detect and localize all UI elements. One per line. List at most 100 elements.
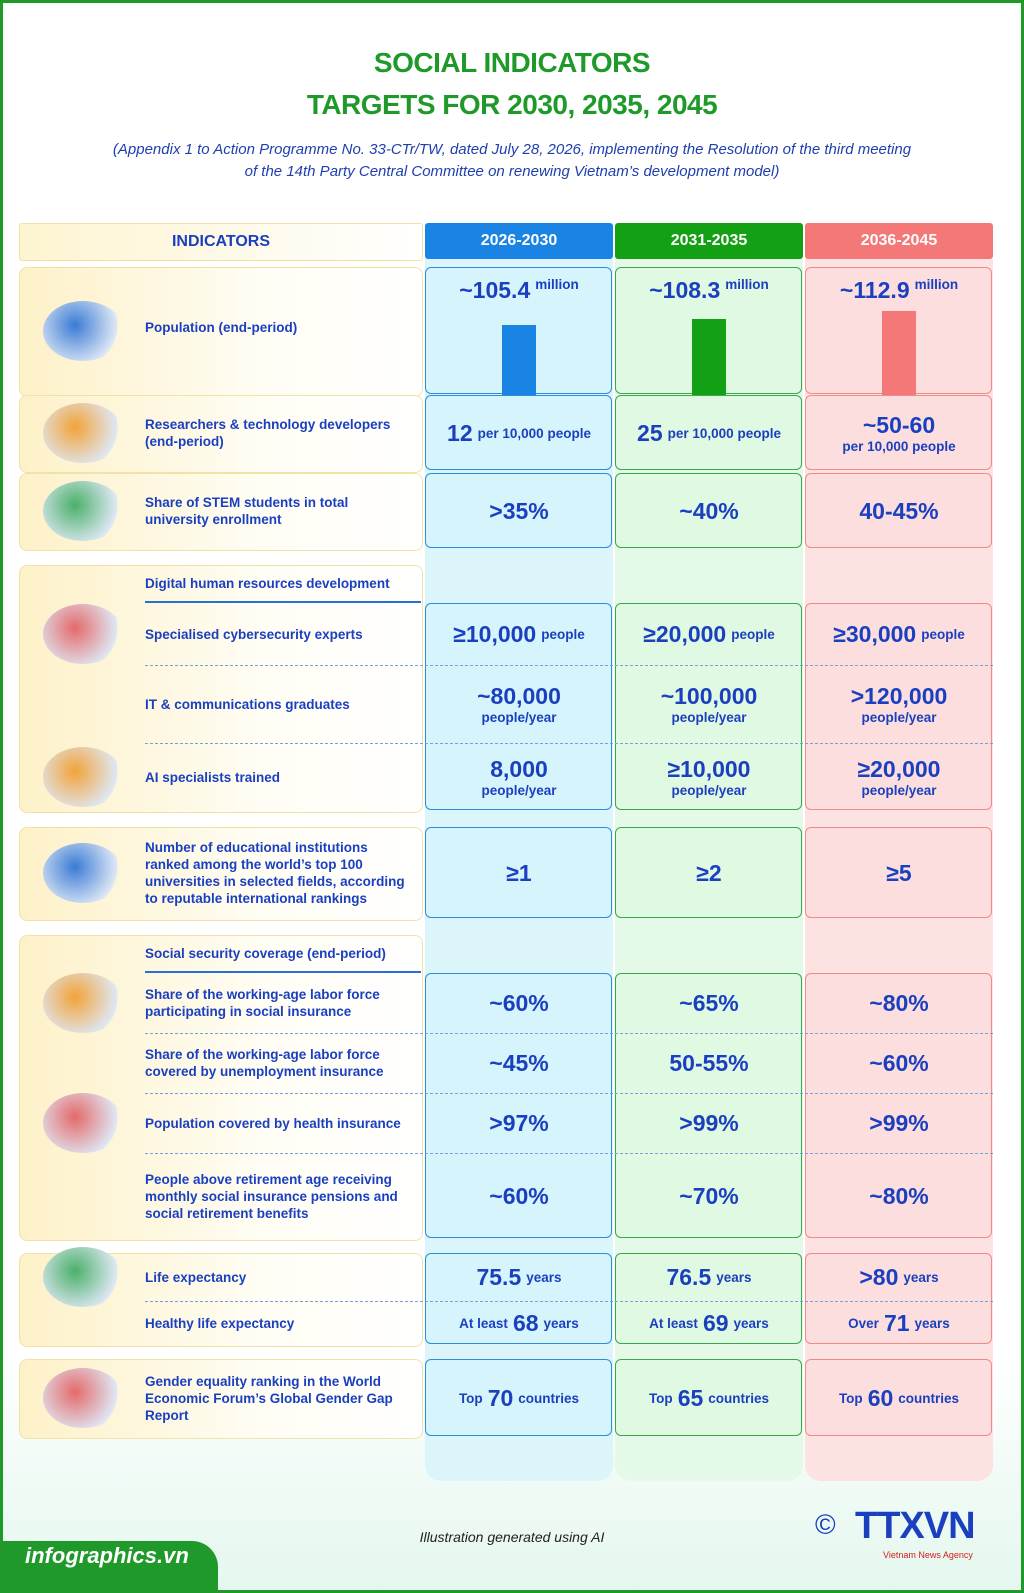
value-unit: years [543,1315,579,1331]
illustration [43,403,123,463]
value-cell: ~80% [805,973,993,1033]
value: ~100,000 [660,683,758,709]
group-title: Digital human resources development [145,575,390,591]
value-cell: ≥1 [425,827,613,919]
indicator-label: IT & communications graduates [145,696,350,712]
dashed-separator [145,665,993,666]
value-unit: people/year [671,783,747,798]
illustration [43,301,123,361]
value-box [805,473,992,548]
group-rule [145,971,421,973]
indicator-label: Researchers & technology developers (end… [145,417,391,449]
value-cell: ~112.9 million [805,267,993,395]
site-band [3,1541,218,1590]
value-cell: >120,000 people/year [805,665,993,743]
value-unit: countries [518,1390,580,1406]
value-cell: ~80,000 people/year [425,665,613,743]
value-cell: ≥5 [805,827,993,919]
value: ≥2 [696,859,722,886]
indicator-label: Healthy life expectancy [145,1315,295,1331]
dashed-separator [145,1153,993,1154]
value: >35% [489,497,549,524]
value: ~60% [869,1049,929,1076]
value: ~40% [679,497,739,524]
value-unit: years [733,1315,769,1331]
value-box [615,395,802,470]
value-box [615,973,802,1238]
value-cell: >97% [425,1093,613,1153]
value: ≥10,000 [667,756,751,782]
value: ~80,000 [477,683,561,709]
value: >80 [859,1263,899,1290]
indicator-label: Gender equality ranking in the World Eco… [145,1373,393,1423]
value-unit: people/year [861,783,937,798]
value-box [805,827,992,918]
value-unit: per 10,000 people [667,425,781,441]
value-box [615,603,802,810]
value-box [425,827,612,918]
value: 75.5 [476,1263,522,1290]
value-unit: per 10,000 people [842,439,956,454]
value-box [615,473,802,548]
value-unit: people/year [481,783,557,798]
value-cell: >99% [615,1093,803,1153]
value-cell: ~100,000 people/year [615,665,803,743]
value: 12 [447,419,473,446]
value-box [425,973,612,1238]
value-cell: 12 per 10,000 people [425,395,613,471]
value-cell: ~45% [425,1033,613,1093]
title: TARGETS FOR 2030, 2035, 2045 [306,89,718,120]
value-cell: 76.5 years [615,1253,803,1301]
illustration [43,1247,123,1307]
illustration [43,843,123,903]
subtitle: (Appendix 1 to Action Programme No. 33-C… [112,141,912,158]
value: 25 [637,419,663,446]
group-rule [145,601,421,603]
value-cell: ≥30,000 people [805,603,993,665]
column-header: 2031-2035 [615,223,803,259]
agency-name: Vietnam News Agency [883,1550,973,1560]
value: ~65% [679,989,739,1016]
value-box [805,395,992,470]
illustration [43,973,123,1033]
value-cell: ~105.4 million [425,267,613,395]
bar-illustration [692,319,726,395]
site-name: infographics.vn [25,1543,189,1568]
indicator-label: People above retirement age receiving mo… [145,1171,398,1221]
value: ~60% [489,1182,549,1209]
value-cell: 25 per 10,000 people [615,395,803,471]
value: ~60% [489,989,549,1016]
value-unit: people [541,626,585,642]
indicator-label: Number of educational institutions ranke… [145,840,405,906]
value-cell: Top 65 countries [615,1359,803,1437]
value-cell: ~60% [425,973,613,1033]
value-box [425,603,612,810]
value: ~80% [869,989,929,1016]
value-box [615,1359,802,1436]
value-cell: ~50-60 per 10,000 people [805,395,993,471]
value: 50-55% [669,1049,749,1076]
value-box [425,1253,612,1344]
value-cell: ~60% [425,1153,613,1239]
value-cell: 40-45% [805,473,993,549]
value: 70 [487,1384,514,1411]
value-box [805,1359,992,1436]
value-unit: million [914,277,959,292]
subtitle: of the 14th Party Central Committee on r… [244,163,780,180]
value-cell: Top 60 countries [805,1359,993,1437]
value: ≥5 [886,859,912,886]
value-box [805,603,992,810]
value-unit: people/year [671,710,747,725]
value-cell: ~70% [615,1153,803,1239]
dashed-separator [145,1093,993,1094]
value: 68 [512,1309,539,1336]
value: ~80% [869,1182,929,1209]
value: ~105.4 [459,277,531,303]
value-cell: ~60% [805,1033,993,1093]
value-unit: years [914,1315,950,1331]
value-cell: Top 70 countries [425,1359,613,1437]
value-prefix: Over [848,1315,879,1331]
group-title: Social security coverage (end-period) [145,945,386,961]
dashed-separator [145,743,993,744]
